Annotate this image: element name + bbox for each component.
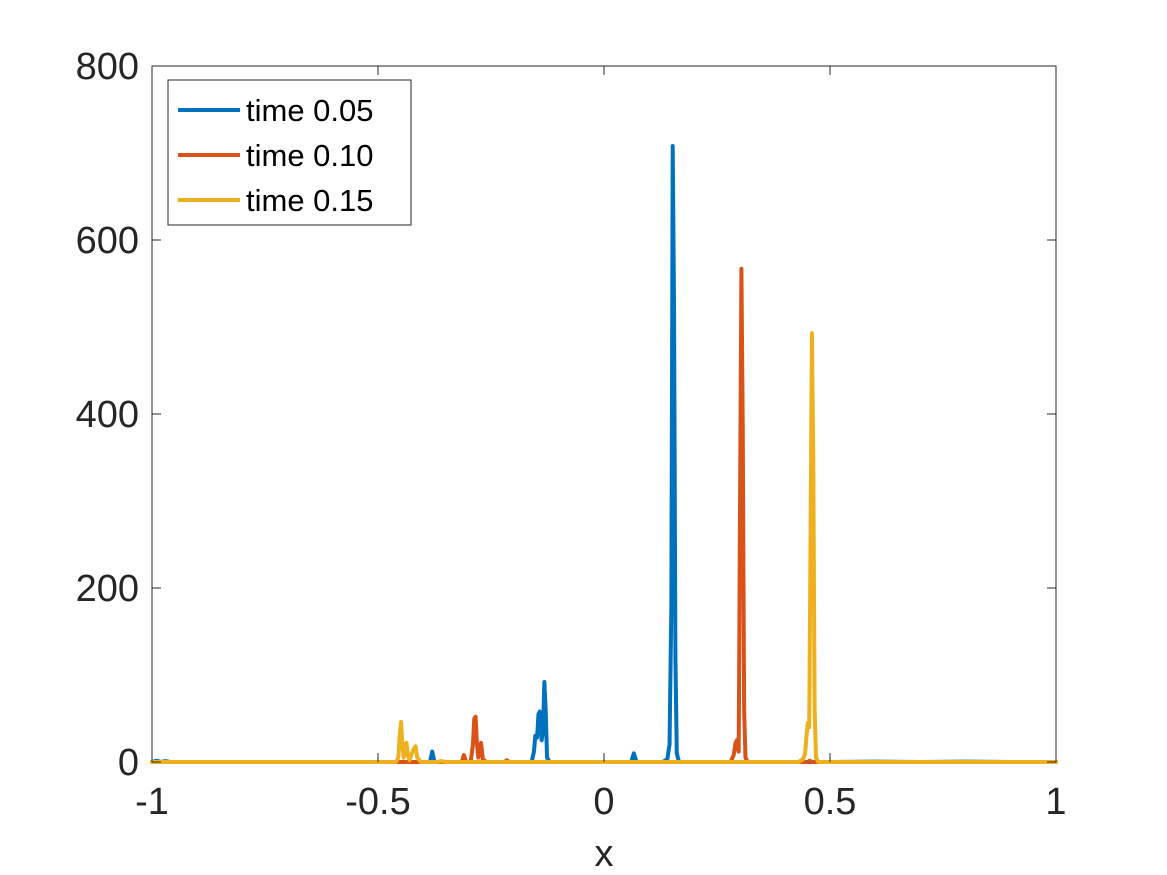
legend-label: time 0.15 [246,183,374,218]
series-layer [150,144,1058,764]
ticks-layer [151,65,1057,763]
y-tick-label: 400 [76,394,139,436]
y-tick-label: 600 [76,220,139,262]
x-tick-label: -1 [135,781,169,823]
legend-label: time 0.05 [246,93,374,128]
x-tick-label: -0.5 [345,781,410,823]
y-tick-label: 0 [118,742,139,784]
x-tick-label: 1 [1045,781,1066,823]
series-line-3 [150,331,1058,764]
legend-entries: time 0.05 time 0.10 time 0.15 [178,93,374,218]
y-tick-label: 800 [76,46,139,88]
y-tick-label: 200 [76,568,139,610]
x-tick-label: 0 [593,781,614,823]
x-tick-label: 0.5 [804,781,857,823]
x-tick-labels: -1 -0.5 0 0.5 1 [135,781,1066,823]
legend: time 0.05 time 0.10 time 0.15 [167,79,412,226]
legend-label: time 0.10 [246,138,374,173]
x-axis-label: x [595,833,614,875]
y-tick-labels: 0 200 400 600 800 [76,46,139,784]
